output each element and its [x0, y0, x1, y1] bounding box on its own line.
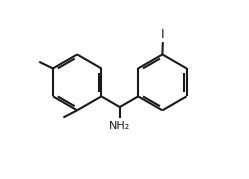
Text: I: I [161, 28, 165, 41]
Text: NH₂: NH₂ [109, 121, 130, 131]
